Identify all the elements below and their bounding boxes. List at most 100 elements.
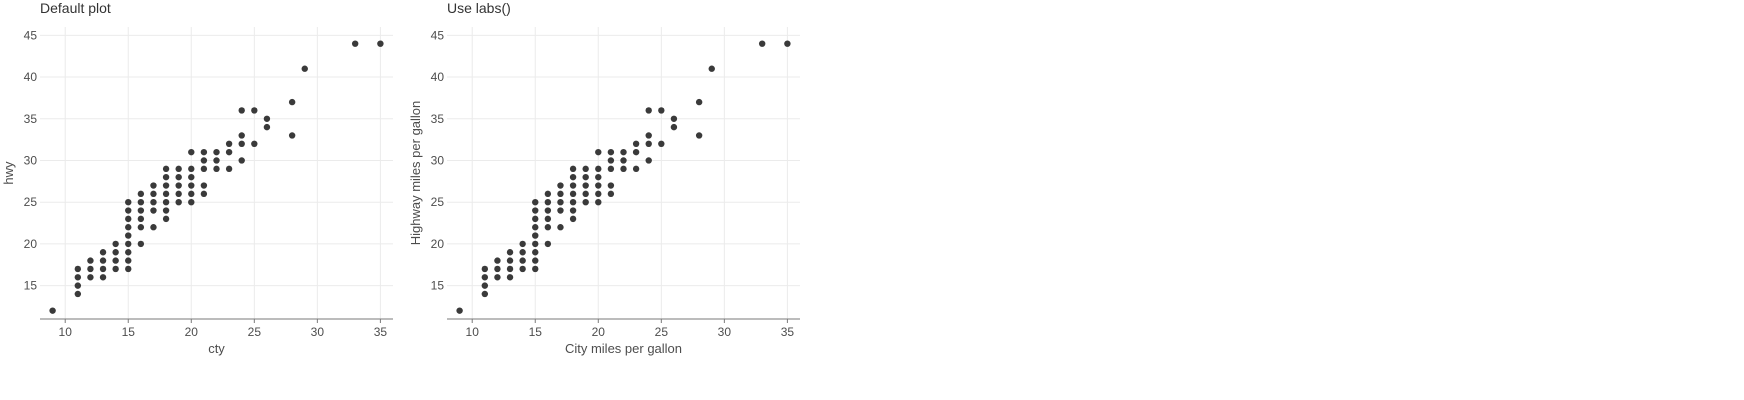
data-point <box>557 182 564 189</box>
data-point <box>188 148 195 156</box>
data-point <box>569 173 577 181</box>
y-tick-label: 25 <box>24 195 38 209</box>
y-axis-title: Highway miles per gallon <box>408 101 423 246</box>
data-point <box>150 224 157 231</box>
data-point <box>544 199 552 206</box>
data-point <box>532 257 539 264</box>
data-point <box>632 140 640 147</box>
data-point <box>557 224 564 231</box>
data-point <box>74 274 82 281</box>
data-point <box>200 157 208 164</box>
data-point <box>137 190 145 198</box>
x-tick-label: 20 <box>185 325 199 339</box>
data-point <box>544 207 552 214</box>
data-point <box>607 190 615 198</box>
data-point <box>582 190 589 198</box>
y-tick-label: 30 <box>24 153 38 167</box>
data-point <box>162 207 170 214</box>
data-point <box>595 190 602 198</box>
data-point <box>225 165 233 173</box>
data-point <box>49 307 56 314</box>
data-point <box>519 265 526 273</box>
data-point <box>125 199 132 206</box>
data-point <box>607 165 615 173</box>
data-point <box>532 224 539 231</box>
data-point <box>213 157 220 164</box>
data-point <box>532 249 539 256</box>
x-tick-label: 30 <box>311 325 325 339</box>
data-point <box>595 182 602 189</box>
y-axis-title: hwy <box>1 161 16 185</box>
data-point <box>125 257 132 264</box>
data-point <box>251 140 258 147</box>
y-tick-label: 35 <box>24 112 38 126</box>
data-point <box>569 190 577 198</box>
data-point <box>137 215 145 223</box>
data-point <box>620 148 627 156</box>
data-point <box>175 173 182 181</box>
data-point <box>519 249 526 256</box>
data-point <box>150 190 157 198</box>
data-point <box>544 240 552 248</box>
data-point <box>645 132 652 139</box>
data-point <box>532 207 539 214</box>
data-point <box>87 274 94 281</box>
data-point <box>175 165 182 173</box>
data-point <box>125 265 132 273</box>
data-point <box>532 265 539 273</box>
y-tick-label: 40 <box>24 70 38 84</box>
data-point <box>569 207 577 214</box>
data-point <box>582 173 589 181</box>
data-point <box>506 265 514 273</box>
data-point <box>150 199 157 206</box>
data-point <box>557 190 564 198</box>
data-point <box>87 265 94 273</box>
y-tick-label: 20 <box>24 237 38 251</box>
data-point <box>87 257 94 264</box>
data-point <box>582 165 589 173</box>
data-point <box>670 115 678 122</box>
x-tick-label: 25 <box>655 325 669 339</box>
data-point <box>607 148 615 156</box>
data-point <box>481 282 489 289</box>
data-point <box>557 207 564 214</box>
data-point <box>188 182 195 189</box>
data-point <box>595 165 602 173</box>
data-point <box>582 182 589 189</box>
x-tick-label: 10 <box>466 325 480 339</box>
data-point <box>532 240 539 248</box>
data-point <box>175 199 182 206</box>
data-point <box>125 249 132 256</box>
data-point <box>213 165 220 173</box>
data-point <box>175 182 182 189</box>
y-tick-label: 15 <box>431 279 445 293</box>
data-point <box>150 207 157 214</box>
data-point <box>544 190 552 198</box>
data-point <box>595 173 602 181</box>
data-point <box>494 274 501 281</box>
panel-title: Use labs() <box>447 0 511 16</box>
data-point <box>200 182 208 189</box>
data-point <box>125 224 132 231</box>
scatter-panel-default: Default plot 10 15 20 25 30 35 15 20 25 30 35 40 45 c… <box>0 0 420 400</box>
data-point <box>607 157 615 164</box>
data-point <box>695 98 703 106</box>
data-point <box>74 265 82 273</box>
data-point <box>532 215 539 223</box>
data-point <box>263 123 271 131</box>
data-point <box>557 199 564 206</box>
x-tick-label: 30 <box>718 325 732 339</box>
data-point <box>695 132 703 139</box>
x-tick-label: 15 <box>529 325 543 339</box>
y-tick-label: 20 <box>431 237 445 251</box>
data-point <box>595 148 602 156</box>
data-point <box>200 190 208 198</box>
data-point <box>213 148 220 156</box>
data-point <box>125 240 132 248</box>
data-point <box>188 173 195 181</box>
data-point <box>301 65 308 72</box>
data-point <box>632 148 640 156</box>
data-point <box>645 157 652 164</box>
data-point <box>288 98 296 106</box>
x-tick-label: 15 <box>122 325 136 339</box>
